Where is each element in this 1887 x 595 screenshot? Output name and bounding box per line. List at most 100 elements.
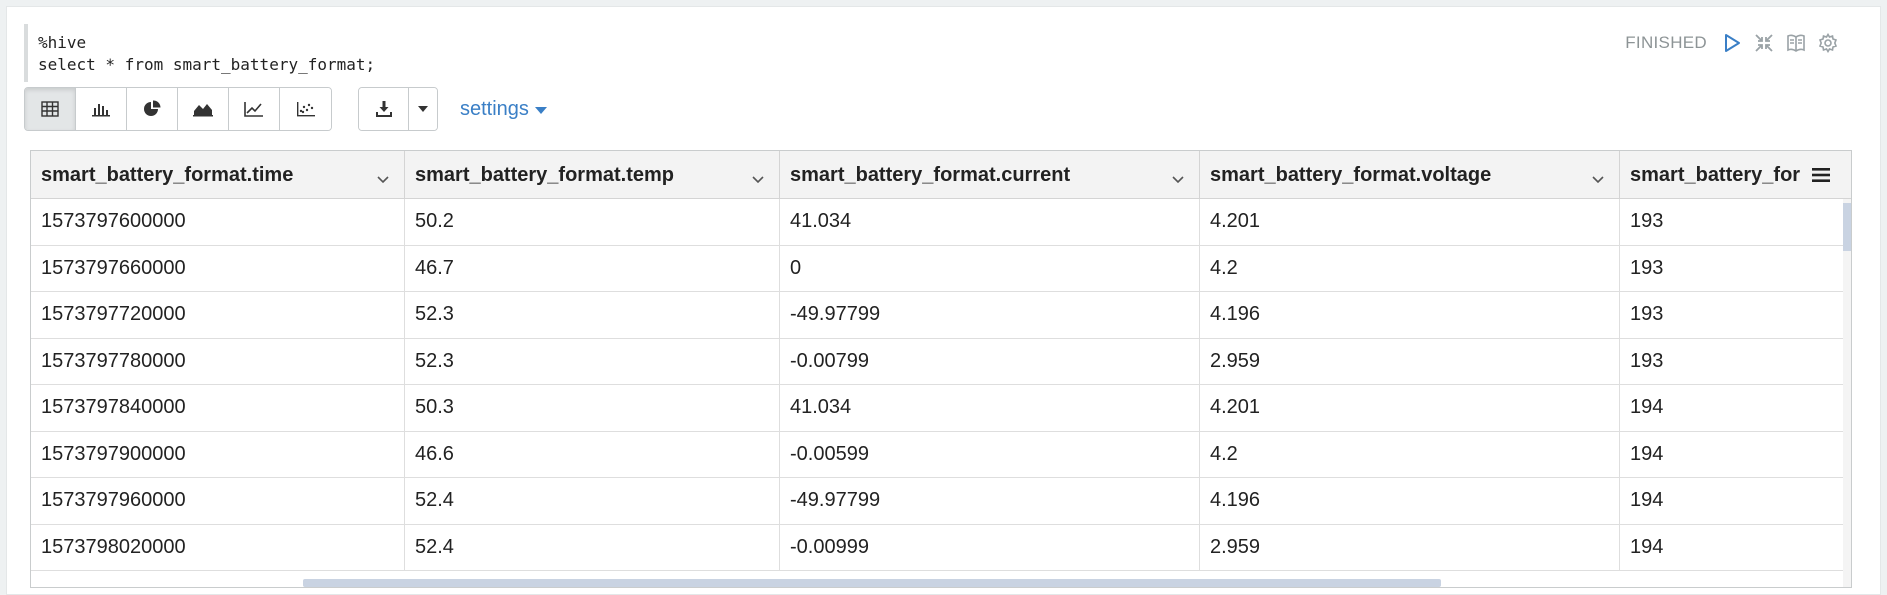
table-icon (41, 101, 59, 117)
vertical-scrollbar[interactable] (1843, 199, 1851, 587)
chevron-down-icon[interactable] (1591, 168, 1605, 191)
table-cell: 4.201 (1200, 199, 1620, 245)
settings-toggle[interactable]: settings (460, 98, 547, 121)
table-cell: 194 (1630, 489, 1664, 512)
caret-down-icon (418, 106, 428, 112)
table-cell: 52.4 (405, 478, 780, 524)
chevron-down-icon[interactable] (751, 168, 765, 191)
table-row[interactable]: 1573797720000 52.3 -49.97799 4.196 193 (31, 292, 1851, 339)
table-cell: 4.196 (1200, 478, 1620, 524)
table-row[interactable]: 1573797600000 50.2 41.034 4.201 193 (31, 199, 1851, 246)
settings-label: settings (460, 97, 529, 120)
column-header-label: smart_battery_format.temp (415, 163, 674, 186)
area-chart-icon (193, 104, 213, 117)
table-cell: 1573797840000 (31, 385, 405, 431)
pie-chart-icon (144, 100, 161, 116)
table-cell: 1573797900000 (31, 431, 405, 477)
scatter-chart-button[interactable] (280, 88, 331, 130)
download-button-group (358, 87, 438, 131)
vertical-scrollbar-thumb[interactable] (1843, 203, 1851, 251)
book-icon[interactable] (1785, 32, 1807, 54)
table-cell: 1573797720000 (31, 292, 405, 338)
table-cell: 52.3 (405, 338, 780, 384)
table-row[interactable]: 1573798020000 52.4 -0.00999 2.959 194 (31, 524, 1851, 571)
table-cell: -49.97799 (780, 478, 1200, 524)
pie-chart-button[interactable] (127, 88, 178, 130)
column-header-label: smart_battery_format.time (41, 163, 294, 186)
column-header-voltage[interactable]: smart_battery_format.voltage (1200, 151, 1620, 199)
table-cell: 1573798020000 (31, 524, 405, 570)
table-cell: 41.034 (780, 199, 1200, 245)
code-line-1: %hive (38, 33, 87, 52)
table-cell: 1573797960000 (31, 478, 405, 524)
code-line-2: select * from smart_battery_format; (38, 55, 376, 74)
column-header-time[interactable]: smart_battery_format.time (31, 151, 405, 199)
table-cell: 4.2 (1200, 245, 1620, 291)
table-row[interactable]: 1573797780000 52.3 -0.00799 2.959 193 (31, 338, 1851, 385)
download-icon (375, 101, 392, 117)
column-header-label: smart_battery_format.voltage (1210, 163, 1492, 186)
grid-body: 1573797600000 50.2 41.034 4.201 193 1573… (31, 199, 1851, 571)
table-cell: -49.97799 (780, 292, 1200, 338)
bar-chart-icon (92, 104, 110, 117)
column-header-label: smart_battery_format.current (790, 163, 1071, 186)
grid-menu-button[interactable] (1801, 155, 1841, 195)
table-cell: 194 (1630, 442, 1664, 465)
table-view-button[interactable] (25, 88, 76, 130)
table-row[interactable]: 1573797660000 46.7 0 4.2 193 (31, 245, 1851, 292)
table-row[interactable]: 1573797900000 46.6 -0.00599 4.2 194 (31, 431, 1851, 478)
column-header-label: smart_battery_for (1630, 163, 1801, 186)
scatter-chart-icon (296, 102, 315, 117)
collapse-icon[interactable] (1753, 32, 1775, 54)
grid-header: smart_battery_format.time smart_battery_… (31, 151, 1851, 199)
table-cell: 50.2 (405, 199, 780, 245)
table-cell: 50.3 (405, 385, 780, 431)
table-cell: 4.2 (1200, 431, 1620, 477)
table-cell: 4.196 (1200, 292, 1620, 338)
download-options-dropdown[interactable] (409, 88, 437, 130)
table-cell: 2.959 (1200, 524, 1620, 570)
area-chart-button[interactable] (178, 88, 229, 130)
table-cell: 1573797660000 (31, 245, 405, 291)
table-cell: 1573797600000 (31, 199, 405, 245)
table-cell: 2.959 (1200, 338, 1620, 384)
table-cell: 41.034 (780, 385, 1200, 431)
table-cell: -0.00999 (780, 524, 1200, 570)
column-header-partial[interactable]: smart_battery_for (1620, 151, 1851, 199)
table-row[interactable]: 1573797840000 50.3 41.034 4.201 194 (31, 385, 1851, 432)
table-cell: 0 (780, 245, 1200, 291)
table-cell: -0.00599 (780, 431, 1200, 477)
table-cell: 193 (1630, 210, 1664, 233)
table-cell: 1573797780000 (31, 338, 405, 384)
hamburger-menu-icon (1812, 168, 1830, 182)
download-button[interactable] (359, 88, 409, 130)
table-cell: 4.201 (1200, 385, 1620, 431)
caret-down-icon (534, 106, 547, 114)
play-icon[interactable] (1721, 32, 1743, 54)
horizontal-scrollbar-thumb[interactable] (303, 579, 1441, 587)
column-header-temp[interactable]: smart_battery_format.temp (405, 151, 780, 199)
gear-icon[interactable] (1817, 32, 1839, 54)
column-header-current[interactable]: smart_battery_format.current (780, 151, 1200, 199)
code-editor[interactable]: %hive select * from smart_battery_format… (24, 24, 624, 82)
table-cell: 46.7 (405, 245, 780, 291)
result-grid[interactable]: smart_battery_format.time smart_battery_… (30, 150, 1852, 588)
visualization-button-group (24, 87, 332, 131)
table-cell: 194 (1630, 396, 1664, 419)
chevron-down-icon[interactable] (1171, 168, 1185, 191)
table-cell: -0.00799 (780, 338, 1200, 384)
table-cell: 52.3 (405, 292, 780, 338)
paragraph-status-bar: FINISHED (1625, 30, 1839, 56)
table-cell: 52.4 (405, 524, 780, 570)
table-cell: 194 (1630, 535, 1664, 558)
table-cell: 193 (1630, 256, 1664, 279)
table-cell: 193 (1630, 303, 1664, 326)
table-row[interactable]: 1573797960000 52.4 -49.97799 4.196 194 (31, 478, 1851, 525)
line-chart-button[interactable] (229, 88, 280, 130)
visualization-toolbar: settings (24, 86, 547, 132)
bar-chart-button[interactable] (76, 88, 127, 130)
line-chart-icon (244, 102, 263, 117)
horizontal-scrollbar[interactable] (31, 579, 1851, 587)
table-cell: 46.6 (405, 431, 780, 477)
chevron-down-icon[interactable] (376, 168, 390, 191)
